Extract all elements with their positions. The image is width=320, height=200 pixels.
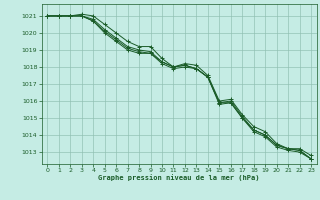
X-axis label: Graphe pression niveau de la mer (hPa): Graphe pression niveau de la mer (hPa) (99, 175, 260, 181)
